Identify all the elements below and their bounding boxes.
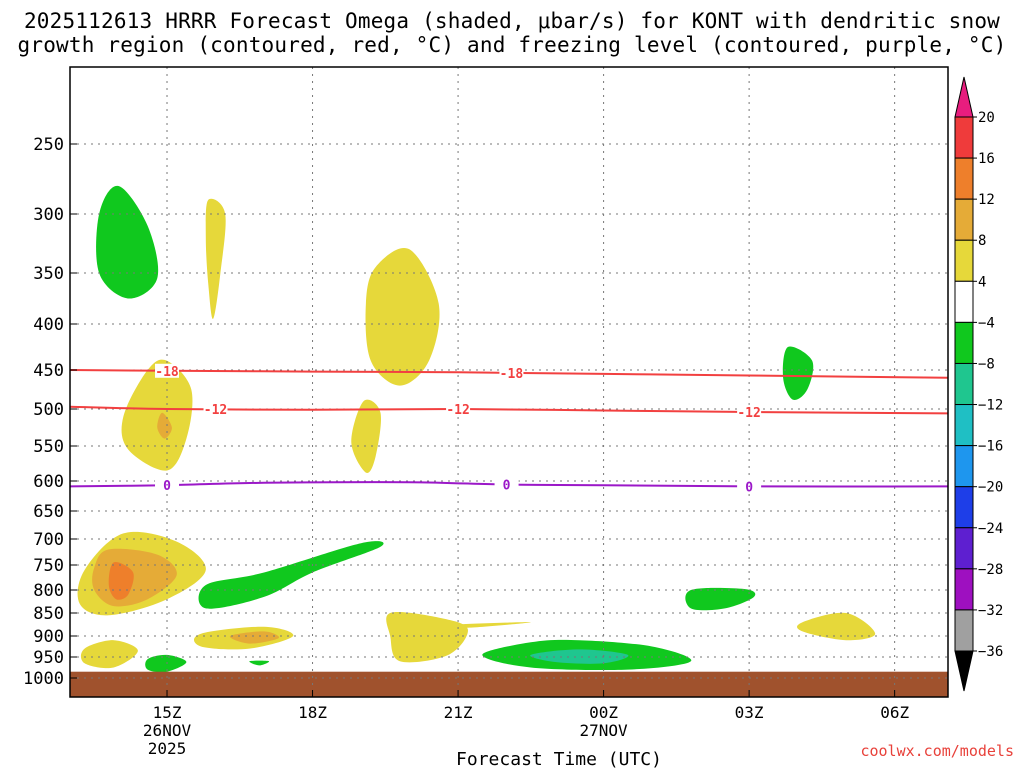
y-tick-label-700: 700 [33, 530, 64, 550]
colorbar-bin-7 [955, 405, 973, 446]
colorbar-bin-12 [955, 610, 973, 651]
colorbar-bin-0 [955, 117, 973, 158]
colorbar-bin-11 [955, 569, 973, 610]
colorbar-label-3: 8 [978, 233, 986, 249]
x-tick-sublabel-15Z-1: 2025 [148, 739, 187, 758]
colorbar-label-10: −24 [978, 521, 1003, 537]
x-tick-label-18Z: 18Z [298, 703, 327, 722]
y-tick-label-900: 900 [33, 627, 64, 647]
colorbar-label-13: −36 [978, 644, 1003, 660]
y-tick-label-500: 500 [33, 400, 64, 420]
y-tick-label-1000: 1000 [23, 669, 64, 689]
contour-label-1-0: -12 [204, 403, 227, 418]
x-tick-label-03Z: 03Z [735, 703, 764, 722]
y-tick-label-450: 450 [33, 361, 64, 381]
y-tick-label-950: 950 [33, 648, 64, 668]
colorbar-label-8: −16 [978, 439, 1003, 455]
y-tick-label-550: 550 [33, 437, 64, 457]
x-tick-label-00Z: 00Z [589, 703, 618, 722]
y-tick-label-850: 850 [33, 604, 64, 624]
colorbar-bottom-arrow [955, 651, 973, 691]
colorbar-bin-1 [955, 158, 973, 199]
colorbar-bin-6 [955, 363, 973, 404]
colorbar-label-1: 16 [978, 151, 995, 167]
surface-ground [70, 672, 948, 697]
colorbar-label-4: 4 [978, 274, 986, 290]
x-tick-label-21Z: 21Z [444, 703, 473, 722]
colorbar-label-6: −8 [978, 356, 995, 372]
x-tick-sublabel-15Z-0: 26NOV [143, 721, 192, 740]
contour-label-0-0: -18 [155, 365, 179, 380]
y-tick-label-300: 300 [33, 205, 64, 225]
colorbar-bin-4 [955, 281, 973, 322]
colorbar-bin-5 [955, 322, 973, 363]
colorbar-label-11: −28 [978, 562, 1003, 578]
contour-label-2-2: 0 [745, 480, 753, 495]
colorbar-label-2: 12 [978, 192, 995, 208]
colorbar-top-arrow [955, 77, 973, 117]
omega-time-height-chart: -18 -18 -12 -12 -12 0 0 0 250 300 350 400 450 500 550 6… [0, 0, 1024, 768]
colorbar-bin-9 [955, 487, 973, 528]
y-tick-label-750: 750 [33, 556, 64, 576]
y-tick-label-350: 350 [33, 264, 64, 284]
colorbar-label-12: −32 [978, 603, 1003, 619]
x-tick-label-15Z: 15Z [153, 703, 182, 722]
x-axis-label: Forecast Time (UTC) [456, 749, 662, 768]
y-tick-label-600: 600 [33, 472, 64, 492]
colorbar-bin-2 [955, 199, 973, 240]
colorbar-bin-10 [955, 528, 973, 569]
y-tick-label-400: 400 [33, 315, 64, 335]
y-tick-label-800: 800 [33, 581, 64, 601]
colorbar-label-5: −4 [978, 315, 995, 331]
x-tick-label-06Z: 06Z [880, 703, 909, 722]
colorbar-label-9: −20 [978, 480, 1003, 496]
contour-label-0-1: -18 [500, 367, 524, 382]
contour-label-2-1: 0 [503, 479, 511, 494]
contour-label-1-2: -12 [737, 406, 760, 421]
colorbar-label-0: 20 [978, 110, 995, 126]
contour-label-2-0: 0 [163, 479, 171, 494]
x-tick-sublabel-00Z-0: 27NOV [580, 721, 629, 740]
y-tick-label-250: 250 [33, 135, 64, 155]
colorbar-label-7: −12 [978, 398, 1003, 414]
y-tick-label-650: 650 [33, 502, 64, 522]
contour-label-1-1: -12 [446, 403, 469, 418]
colorbar-bin-3 [955, 240, 973, 281]
colorbar-bin-8 [955, 446, 973, 487]
credit-link[interactable]: coolwx.com/models [860, 742, 1014, 760]
